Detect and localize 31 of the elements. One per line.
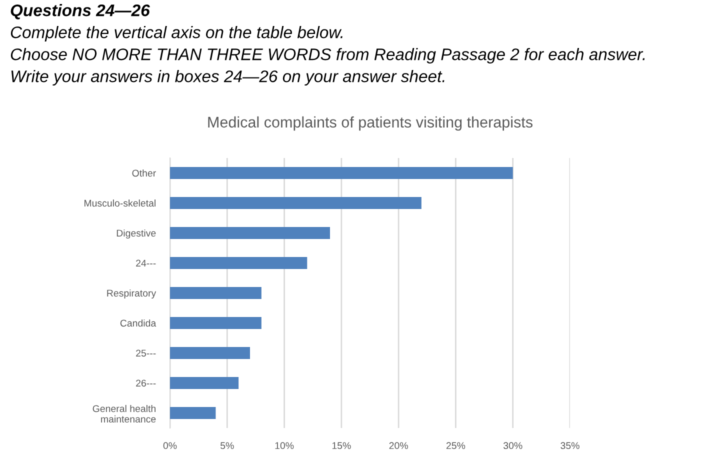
bar bbox=[170, 227, 330, 239]
x-tick-label: 25% bbox=[446, 442, 466, 450]
x-tick-label: 5% bbox=[220, 442, 234, 450]
text: Complete the vertical axis on the table below. bbox=[10, 26, 342, 42]
bar bbox=[170, 347, 250, 359]
y-tick-label: 24--- bbox=[136, 260, 156, 267]
x-tick-label: 10% bbox=[275, 442, 294, 450]
x-tick-label: 35% bbox=[560, 442, 580, 450]
bar bbox=[170, 257, 308, 269]
x-tick-label: 0% bbox=[163, 442, 177, 450]
bar bbox=[170, 167, 513, 179]
text: Questions 24—26 bbox=[10, 4, 150, 20]
y-tick-label: Musculo-skeletal bbox=[84, 199, 156, 207]
chart-title: Medical complaints of patients visiting therapists bbox=[208, 116, 532, 131]
y-tick-label: 25--- bbox=[136, 350, 156, 357]
y-tick-label: Respiratory bbox=[107, 289, 156, 299]
bar bbox=[170, 287, 262, 299]
bar bbox=[170, 407, 216, 419]
x-tick-label: 15% bbox=[332, 442, 351, 450]
y-tick-label: Candida bbox=[120, 319, 156, 327]
bar bbox=[170, 377, 239, 389]
text: Choose NO MORE THAN THREE WORDS from Reading Passage 2 for each answer. bbox=[10, 48, 645, 64]
y-tick-label: Other bbox=[132, 169, 156, 177]
y-tick-label: General health maintenance bbox=[92, 404, 156, 423]
y-tick-label: Digestive bbox=[116, 229, 156, 239]
x-tick-label: 30% bbox=[504, 442, 522, 450]
x-tick-label: 20% bbox=[389, 442, 408, 450]
y-tick-label: 26--- bbox=[136, 380, 156, 387]
bar bbox=[170, 317, 262, 329]
bar bbox=[170, 197, 422, 209]
text: Write your answers in boxes 24—26 on your answer sheet. bbox=[11, 70, 444, 86]
